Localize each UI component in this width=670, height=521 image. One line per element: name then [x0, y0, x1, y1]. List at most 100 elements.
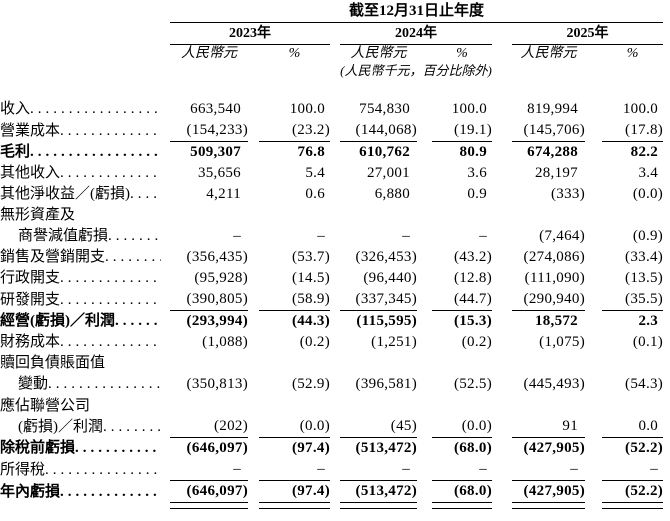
row-label-text: 行政開支: [0, 270, 61, 286]
column-gap: [492, 459, 512, 481]
row-label-text: 所得稅: [0, 461, 46, 478]
row-edge: [663, 459, 670, 481]
row-label: 研發開支: [0, 289, 170, 311]
amount-2024-cell: (115,595): [356, 313, 417, 329]
column-gap: [417, 247, 432, 268]
percent-2025-cell: (35.5): [602, 289, 664, 311]
column-gap: [585, 481, 602, 503]
dot-leader: [30, 142, 161, 163]
table-header: 截至12月31日止年度 2023年 2024年 2025年 人民幣元 % 人民幣…: [0, 0, 670, 99]
amount-2025-cell: (427,905): [523, 483, 585, 499]
double-rule: [432, 502, 492, 509]
double-rule: [512, 502, 585, 509]
row-label-line2: 商譽減值虧損: [18, 228, 109, 244]
amount-2024-cell: 6,880: [374, 186, 410, 202]
column-gap: [585, 332, 602, 353]
percent-2024-cell: (12.8): [453, 270, 492, 286]
row-label: 除稅前虧損: [0, 438, 170, 460]
amount-2023-cell: 35,656: [197, 165, 241, 181]
column-gap: [492, 99, 512, 120]
column-gap: [492, 395, 512, 438]
column-gap: [330, 247, 340, 268]
row-label-line1: 贖回負債賬面值: [0, 355, 106, 371]
percent-2024-cell: 100.0: [451, 101, 487, 117]
amount-2024-cell: (144,068): [340, 120, 417, 142]
percent-2023-cell: (0.2): [299, 334, 330, 350]
dot-leader: [60, 290, 161, 311]
amount-2024-cell: (326,453): [355, 249, 417, 265]
dot-leader: [130, 184, 161, 205]
table-row: 行政開支 (95,928) (14.5) (96,440) (12.8) (111,090…: [0, 268, 670, 289]
amount-2025-cell: (333): [551, 186, 585, 202]
column-gap: [585, 268, 602, 289]
column-gap: [248, 481, 259, 503]
row-edge: [663, 332, 670, 353]
amount-2023-cell: (646,097): [186, 483, 248, 499]
column-gap: [417, 120, 432, 142]
column-gap: [248, 438, 259, 460]
percent-2025-cell: (52.2): [625, 483, 664, 499]
amount-2024-cell: (1,251): [371, 334, 417, 350]
table-row: 財務成本 (1,088) (0.2) (1,251) (0.2) (1,075) (0.1): [0, 332, 670, 353]
row-label-text: 營業成本: [0, 122, 61, 139]
amount-2025-cell: (427,905): [523, 440, 585, 456]
percent-2023-cell: 76.8: [297, 144, 325, 160]
header-spacer: [0, 0, 170, 23]
row-edge: [663, 247, 670, 268]
column-gap: [585, 311, 602, 333]
column-gap: [248, 395, 259, 438]
period-header-row: 截至12月31日止年度: [0, 0, 670, 23]
column-gap: [417, 503, 432, 509]
amount-2025-cell: (145,706): [512, 120, 585, 142]
amount-2023-cell: (1,088): [202, 334, 248, 350]
dot-leader: [60, 163, 161, 184]
percent-2023-cell: (44.3): [291, 313, 330, 329]
table-row: 其他淨收益／(虧損) 4,211 0.6 6,880 0.9 (333) (0.0): [0, 184, 670, 205]
column-gap: [585, 205, 602, 247]
column-gap: [248, 142, 259, 164]
percent-2025-cell: (54.3): [625, 376, 664, 392]
amount-2023-cell: –: [170, 459, 248, 481]
year-header-2025: 2025年: [512, 22, 664, 45]
amount-2025-cell: 674,288: [527, 144, 578, 160]
dot-leader: [30, 99, 161, 120]
unit-header-row: 人民幣元 % 人民幣元 % 人民幣元 %: [0, 45, 670, 64]
unit-label-2024: 人民幣元: [350, 46, 407, 61]
amount-2025-cell: 819,994: [527, 101, 578, 117]
row-edge: [663, 99, 670, 120]
amount-2023-cell: (356,435): [186, 249, 248, 265]
row-edge: [663, 184, 670, 205]
row-label-text: 財務成本: [0, 334, 61, 350]
table-row: 年內虧損 (646,097) (97.4) (513,472) (68.0) (427,9…: [0, 481, 670, 503]
amount-2024-cell: (337,345): [340, 289, 417, 311]
percent-2024-cell: (0.2): [461, 334, 492, 350]
percent-2023-cell: –: [259, 459, 330, 481]
unit-label-2025: 人民幣元: [520, 46, 577, 61]
percent-2024-cell: (68.0): [453, 440, 492, 456]
column-gap: [248, 353, 259, 395]
column-gap: [492, 247, 512, 268]
column-gap: [585, 395, 602, 438]
percent-2025-cell: (33.4): [625, 249, 664, 265]
amount-2024-cell: 610,762: [359, 144, 410, 160]
double-rule: [259, 502, 330, 509]
dot-leader: [105, 247, 161, 268]
column-gap: [417, 438, 432, 460]
row-label-line1: 無形資產及: [0, 207, 76, 223]
column-gap: [330, 459, 340, 481]
row-label: 其他淨收益／(虧損): [0, 184, 170, 205]
column-gap: [417, 353, 432, 395]
row-label-line1: 應佔聯營公司: [0, 397, 91, 414]
table-row: 銷售及營銷開支 (356,435) (53.7) (326,453) (43.2) (27…: [0, 247, 670, 268]
double-rule: [340, 502, 417, 509]
table-row: 其他收入 35,656 5.4 27,001 3.6 28,197 3.4: [0, 163, 670, 184]
amount-2024-cell: –: [340, 459, 417, 481]
table-row: 毛利 509,307 76.8 610,762 80.9 674,288 82.2: [0, 142, 670, 164]
amount-2024-cell: (96,440): [363, 270, 417, 286]
column-gap: [330, 438, 340, 460]
column-gap: [492, 120, 512, 142]
row-label-text: 收入: [0, 101, 31, 117]
row-edge: [663, 142, 670, 164]
